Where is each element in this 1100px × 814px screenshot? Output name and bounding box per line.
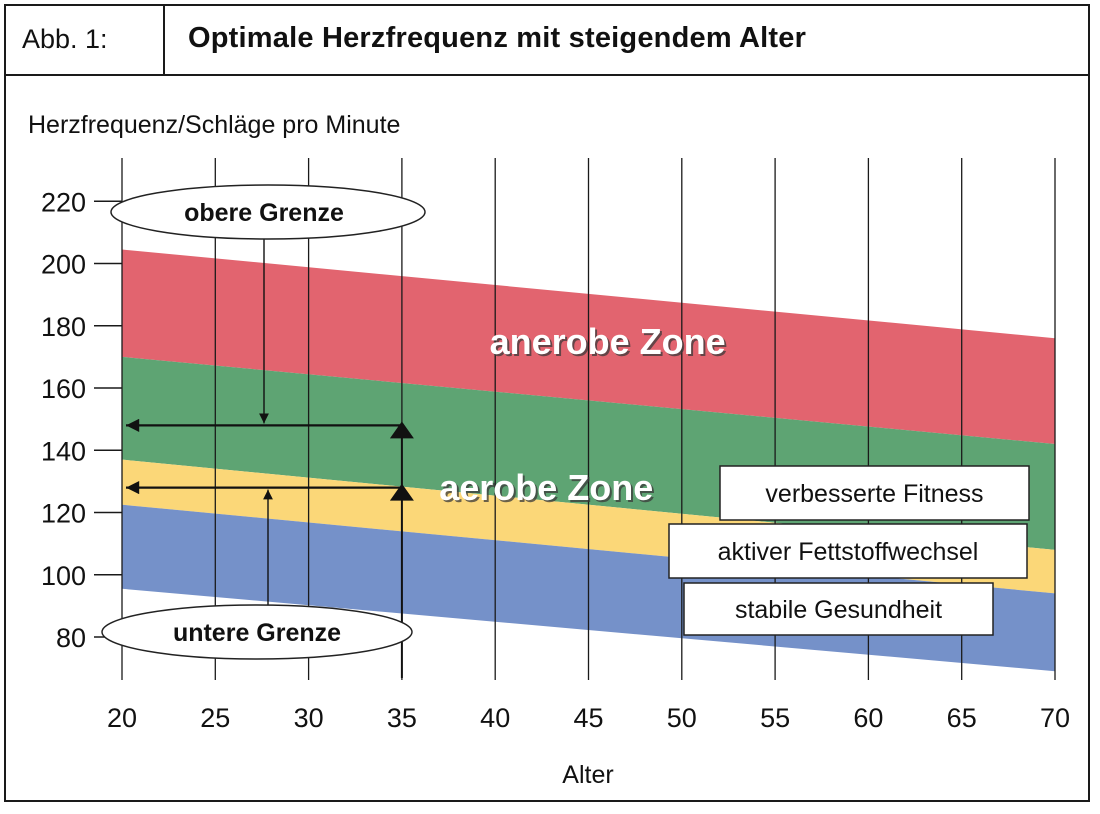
lower-limit-label: untere Grenze <box>173 619 341 647</box>
legend-text-gesund: stabile Gesundheit <box>735 596 942 624</box>
x-axis-label: Alter <box>562 761 613 789</box>
y-tick-label-100: 100 <box>41 561 86 591</box>
legend-box-fett <box>668 523 1028 579</box>
header-divider <box>163 4 165 76</box>
legend-text-aerob: verbesserte Fitness <box>765 480 983 508</box>
y-tick-label-140: 140 <box>41 436 86 466</box>
x-tick-label-25: 25 <box>200 703 230 733</box>
upper-limit-callout <box>110 184 426 240</box>
x-tick-label-55: 55 <box>760 703 790 733</box>
y-tick-label-120: 120 <box>41 499 86 529</box>
x-tick-label-60: 60 <box>853 703 883 733</box>
x-tick-label-45: 45 <box>573 703 603 733</box>
zone-label-aerob: aerobe Zone <box>439 467 653 508</box>
zone-label-shadow-anaerob: anerobe Zone <box>492 323 728 364</box>
upper-limit-label: obere Grenze <box>184 199 344 227</box>
figure-frame <box>4 4 1090 802</box>
lower-limit-callout <box>101 604 413 660</box>
zone-label-anaerob: anerobe Zone <box>490 321 726 362</box>
y-tick-label-180: 180 <box>41 312 86 342</box>
x-tick-label-20: 20 <box>107 703 137 733</box>
y-tick-label-160: 160 <box>41 374 86 404</box>
y-tick-label-80: 80 <box>56 623 86 653</box>
figure-title: Optimale Herzfrequenz mit steigendem Alt… <box>188 22 807 54</box>
x-tick-label-65: 65 <box>947 703 977 733</box>
x-tick-label-50: 50 <box>667 703 697 733</box>
x-tick-label-35: 35 <box>387 703 417 733</box>
figure-header <box>4 4 1090 76</box>
y-tick-label-200: 200 <box>41 250 86 280</box>
legend-box-aerob <box>719 465 1030 521</box>
zone-label-shadow-aerob: aerobe Zone <box>441 469 655 510</box>
upper-limit-arrowhead-up <box>389 421 414 439</box>
figure-number: Abb. 1: <box>22 24 108 54</box>
legend-box-gesund <box>683 582 994 636</box>
y-tick-label-220: 220 <box>41 187 86 217</box>
x-tick-label-30: 30 <box>294 703 324 733</box>
legend-text-fett: aktiver Fettstoffwechsel <box>718 538 979 566</box>
x-tick-label-70: 70 <box>1040 703 1070 733</box>
x-tick-label-40: 40 <box>480 703 510 733</box>
lower-limit-arrowhead-up <box>389 483 414 501</box>
y-axis-label: Herzfrequenz/Schläge pro Minute <box>28 111 400 139</box>
